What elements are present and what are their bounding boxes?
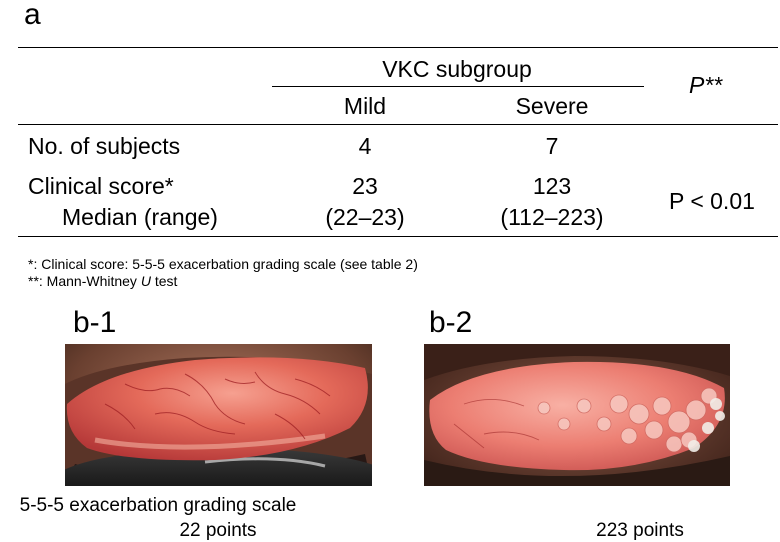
p-header-text: P**	[689, 72, 723, 98]
table-top-rule	[18, 47, 778, 48]
panel-b1-label: b-1	[73, 306, 117, 339]
footnote2-prefix: **: Mann-Whitney	[28, 273, 141, 289]
footnote2-italic-u: U	[140, 273, 151, 289]
row-score-sublabel: Median (range)	[62, 204, 218, 230]
severe-conjunctiva-image	[424, 344, 730, 486]
score-severe-range: (112–223)	[500, 204, 604, 230]
panel-b2-eye-photo	[424, 344, 730, 486]
score-mild-range: (22–23)	[325, 204, 405, 230]
footnote-clinical-score: *: Clinical score: 5-5-5 exacerbation gr…	[28, 256, 418, 272]
header-bottom-rule	[18, 124, 778, 125]
p-value: P < 0.01	[669, 188, 755, 214]
table-bottom-rule	[18, 236, 778, 237]
vkc-subgroup-header: VKC subgroup	[382, 56, 532, 82]
panel-b1-caption-line2: 22 points	[179, 520, 257, 541]
footnote-mann-whitney: **: Mann-Whitney U test	[28, 272, 177, 290]
panel-b1-eye-photo	[65, 344, 372, 486]
score-severe-median: 123	[532, 173, 572, 199]
p-column-header: P**	[689, 72, 722, 99]
subjects-severe-value: 7	[545, 133, 559, 159]
panel-b2-caption: 223 points	[596, 520, 684, 541]
col-mild-header: Mild	[343, 93, 387, 119]
col-severe-header: Severe	[515, 93, 589, 119]
subgroup-underline	[272, 86, 644, 87]
score-mild-median: 23	[352, 173, 378, 199]
panel-b1-caption-line1: 5-5-5 exacerbation grading scale	[19, 495, 297, 516]
panel-a-label: a	[24, 0, 41, 31]
row-subjects-label: No. of subjects	[28, 133, 181, 159]
panel-b2-label: b-2	[429, 306, 473, 339]
footnote2-suffix: test	[150, 273, 178, 289]
mild-conjunctiva-image	[65, 344, 372, 486]
subjects-mild-value: 4	[358, 133, 372, 159]
row-score-label: Clinical score*	[28, 173, 174, 199]
